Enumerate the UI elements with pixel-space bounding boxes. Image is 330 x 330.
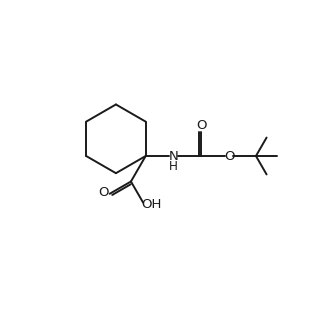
Text: N: N (169, 149, 178, 162)
Text: O: O (196, 119, 207, 132)
Text: O: O (224, 149, 234, 162)
Text: H: H (169, 160, 178, 173)
Text: O: O (99, 186, 109, 199)
Text: OH: OH (141, 198, 162, 211)
